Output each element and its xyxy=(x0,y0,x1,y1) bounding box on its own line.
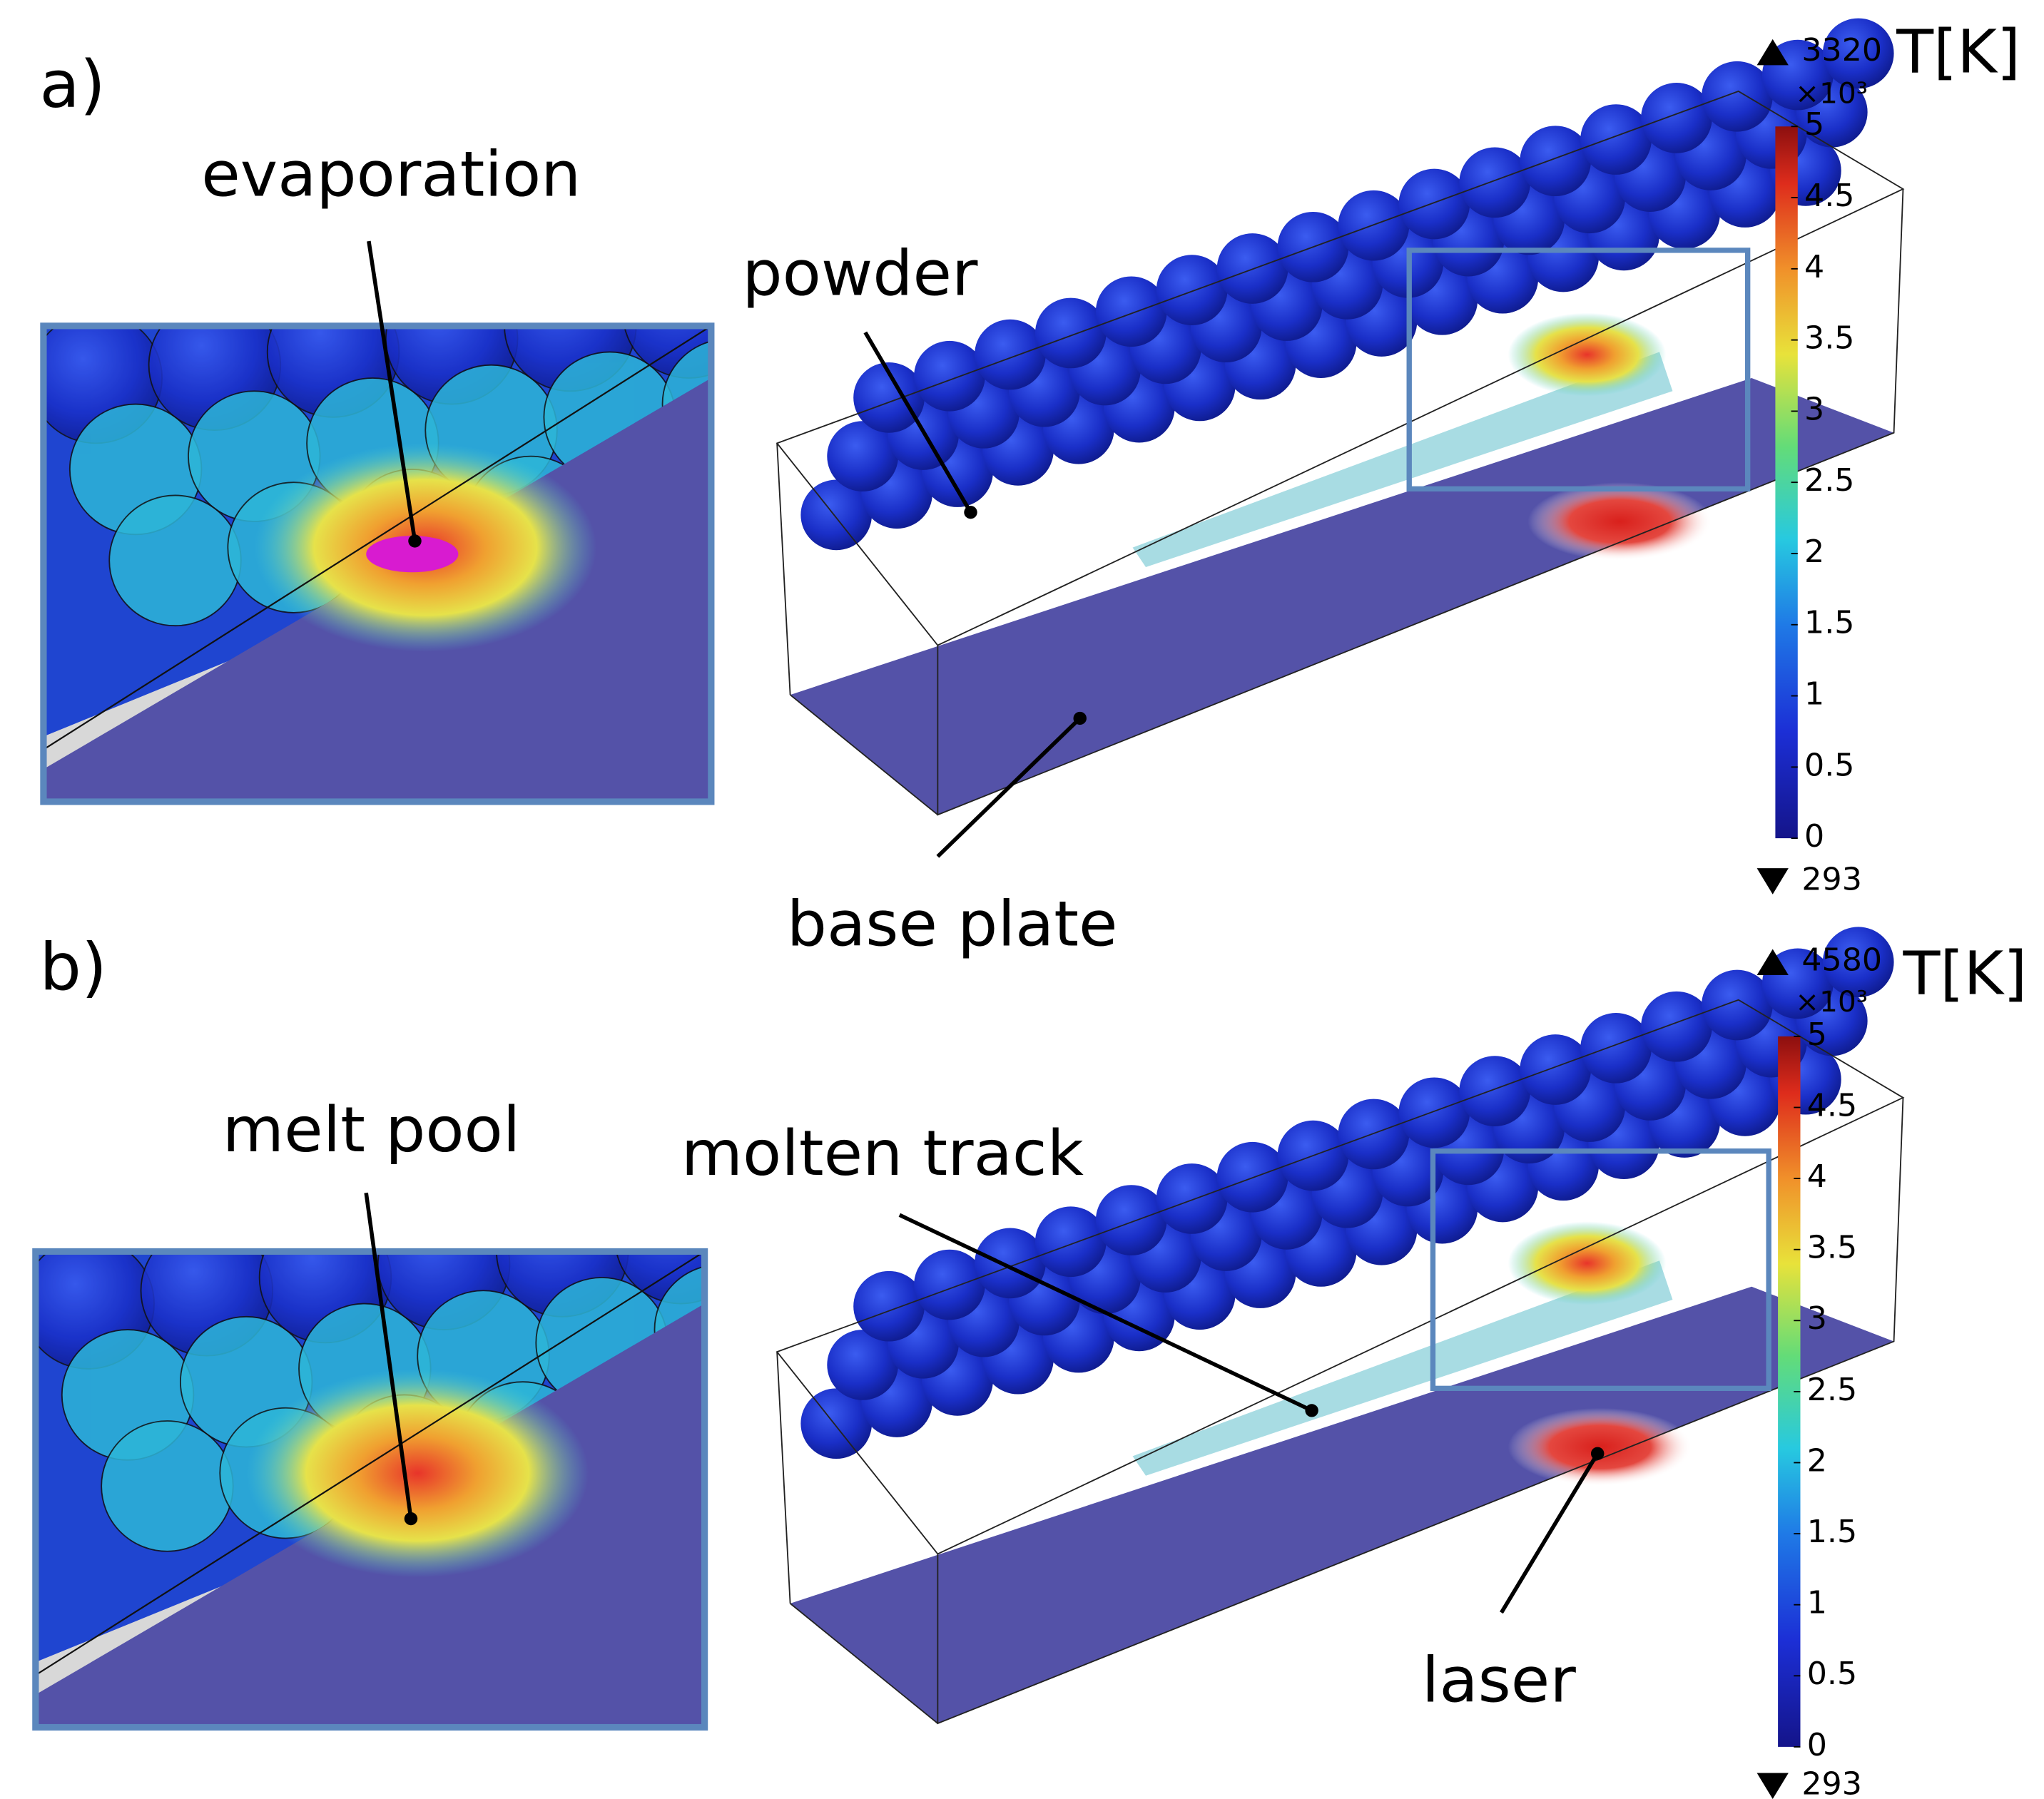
colorbar-exponent: ×10³ xyxy=(1795,76,1868,111)
page: {"panels": [ {"label": "a)", "annotation… xyxy=(0,0,2044,1799)
powder-particle xyxy=(1459,148,1530,218)
annotation: laser xyxy=(1422,1643,1577,1716)
inset-particle xyxy=(101,1421,233,1551)
leader-dot xyxy=(405,1512,417,1525)
powder-particle xyxy=(1035,298,1107,369)
colorbar-min: 293 xyxy=(1801,862,1862,898)
powder-particle xyxy=(914,341,985,412)
powder-particle xyxy=(975,320,1046,390)
laser-spot xyxy=(1508,1408,1692,1487)
min-marker xyxy=(1757,868,1789,895)
colorbar-tick-label: 0.5 xyxy=(1807,1656,1857,1692)
colorbar-tick-label: 2 xyxy=(1807,1443,1827,1479)
colorbar-tick-label: 1 xyxy=(1804,676,1824,713)
colorbar-max: 4580 xyxy=(1801,942,1882,979)
colorbar-tick-label: 0 xyxy=(1804,818,1824,855)
powder-particle xyxy=(853,1271,925,1342)
leader-dot xyxy=(1305,1404,1318,1417)
colorbar-tick-label: 0.5 xyxy=(1804,747,1854,783)
panel: b) melt pool molten track laser 0 0.5 1 1.5 2 2.5… xyxy=(22,927,2027,1799)
powder-particle xyxy=(1580,104,1652,175)
hot-zone xyxy=(1508,313,1667,397)
colorbar-tick-label: 5 xyxy=(1804,106,1824,143)
colorbar-tick-label: 1.5 xyxy=(1807,1514,1857,1550)
powder-particle xyxy=(1459,1056,1530,1126)
colorbar-tick-label: 3.5 xyxy=(1807,1230,1857,1266)
leader-dot xyxy=(408,534,421,547)
inset-hot xyxy=(246,1369,589,1577)
colorbar-tick-label: 2 xyxy=(1804,534,1824,570)
colorbar-tick-label: 3.5 xyxy=(1804,320,1854,357)
powder-particle xyxy=(1398,169,1470,240)
annotation: melt pool xyxy=(223,1094,521,1166)
powder-particle xyxy=(1580,1013,1652,1084)
colorbar-tick-label: 4.5 xyxy=(1804,178,1854,214)
annotation: base plate xyxy=(787,887,1118,960)
laser-spot xyxy=(1527,482,1712,561)
inset-particle xyxy=(109,495,241,626)
colorbar-max: 3320 xyxy=(1801,32,1882,68)
powder-particle xyxy=(1338,190,1410,261)
powder-particle xyxy=(1156,1163,1228,1234)
hot-zone xyxy=(1508,1221,1667,1305)
colorbar-unit: T[K] xyxy=(1902,939,2027,1009)
powder-particle xyxy=(1156,255,1228,325)
powder-particle xyxy=(1520,126,1591,196)
leader-dot xyxy=(1073,712,1086,725)
figure: a) evaporation powder base plate 0 0.5 1 1.5 2 2.… xyxy=(0,0,2044,1799)
powder-particle xyxy=(1035,1206,1107,1277)
powder-particle xyxy=(975,1228,1046,1299)
colorbar-tick-label: 2.5 xyxy=(1804,462,1854,499)
colorbar-tick-label: 1 xyxy=(1807,1585,1827,1621)
colorbar-exponent: ×10³ xyxy=(1795,984,1868,1019)
panel-label: b) xyxy=(39,929,107,1004)
colorbar-tick-label: 3 xyxy=(1807,1300,1827,1337)
colorbar-tick-label: 4.5 xyxy=(1807,1088,1857,1124)
panel: a) evaporation powder base plate 0 0.5 1 1.5 2 2.… xyxy=(30,17,2020,961)
powder-particle xyxy=(1096,276,1167,347)
colorbar-unit: T[K] xyxy=(1896,17,2020,87)
powder-particle xyxy=(1398,1077,1470,1148)
leader-dot xyxy=(964,506,977,519)
min-marker xyxy=(1757,1773,1789,1799)
annotation: powder xyxy=(742,237,978,310)
powder-particle xyxy=(1702,61,1773,132)
powder-particle xyxy=(1338,1099,1410,1170)
powder-particle xyxy=(1641,992,1712,1062)
colorbar-tick-label: 5 xyxy=(1807,1016,1827,1053)
panel-label: a) xyxy=(39,46,106,122)
powder-particle xyxy=(914,1250,985,1320)
colorbar-tick-label: 3 xyxy=(1804,392,1824,428)
powder-particle xyxy=(1096,1185,1167,1255)
colorbar-tick-label: 1.5 xyxy=(1804,605,1854,641)
colorbar-tick-label: 4 xyxy=(1807,1158,1827,1195)
annotation: evaporation xyxy=(201,138,581,210)
colorbar-tick-label: 2.5 xyxy=(1807,1372,1857,1408)
leader-dot xyxy=(1591,1447,1604,1460)
colorbar-tick-label: 4 xyxy=(1804,249,1824,285)
colorbar-tick-label: 0 xyxy=(1807,1727,1827,1763)
annotation: molten track xyxy=(681,1117,1084,1190)
colorbar-min: 293 xyxy=(1801,1766,1862,1799)
powder-particle xyxy=(1641,83,1712,153)
powder-particle xyxy=(1702,970,1773,1041)
powder-particle xyxy=(1520,1034,1591,1105)
